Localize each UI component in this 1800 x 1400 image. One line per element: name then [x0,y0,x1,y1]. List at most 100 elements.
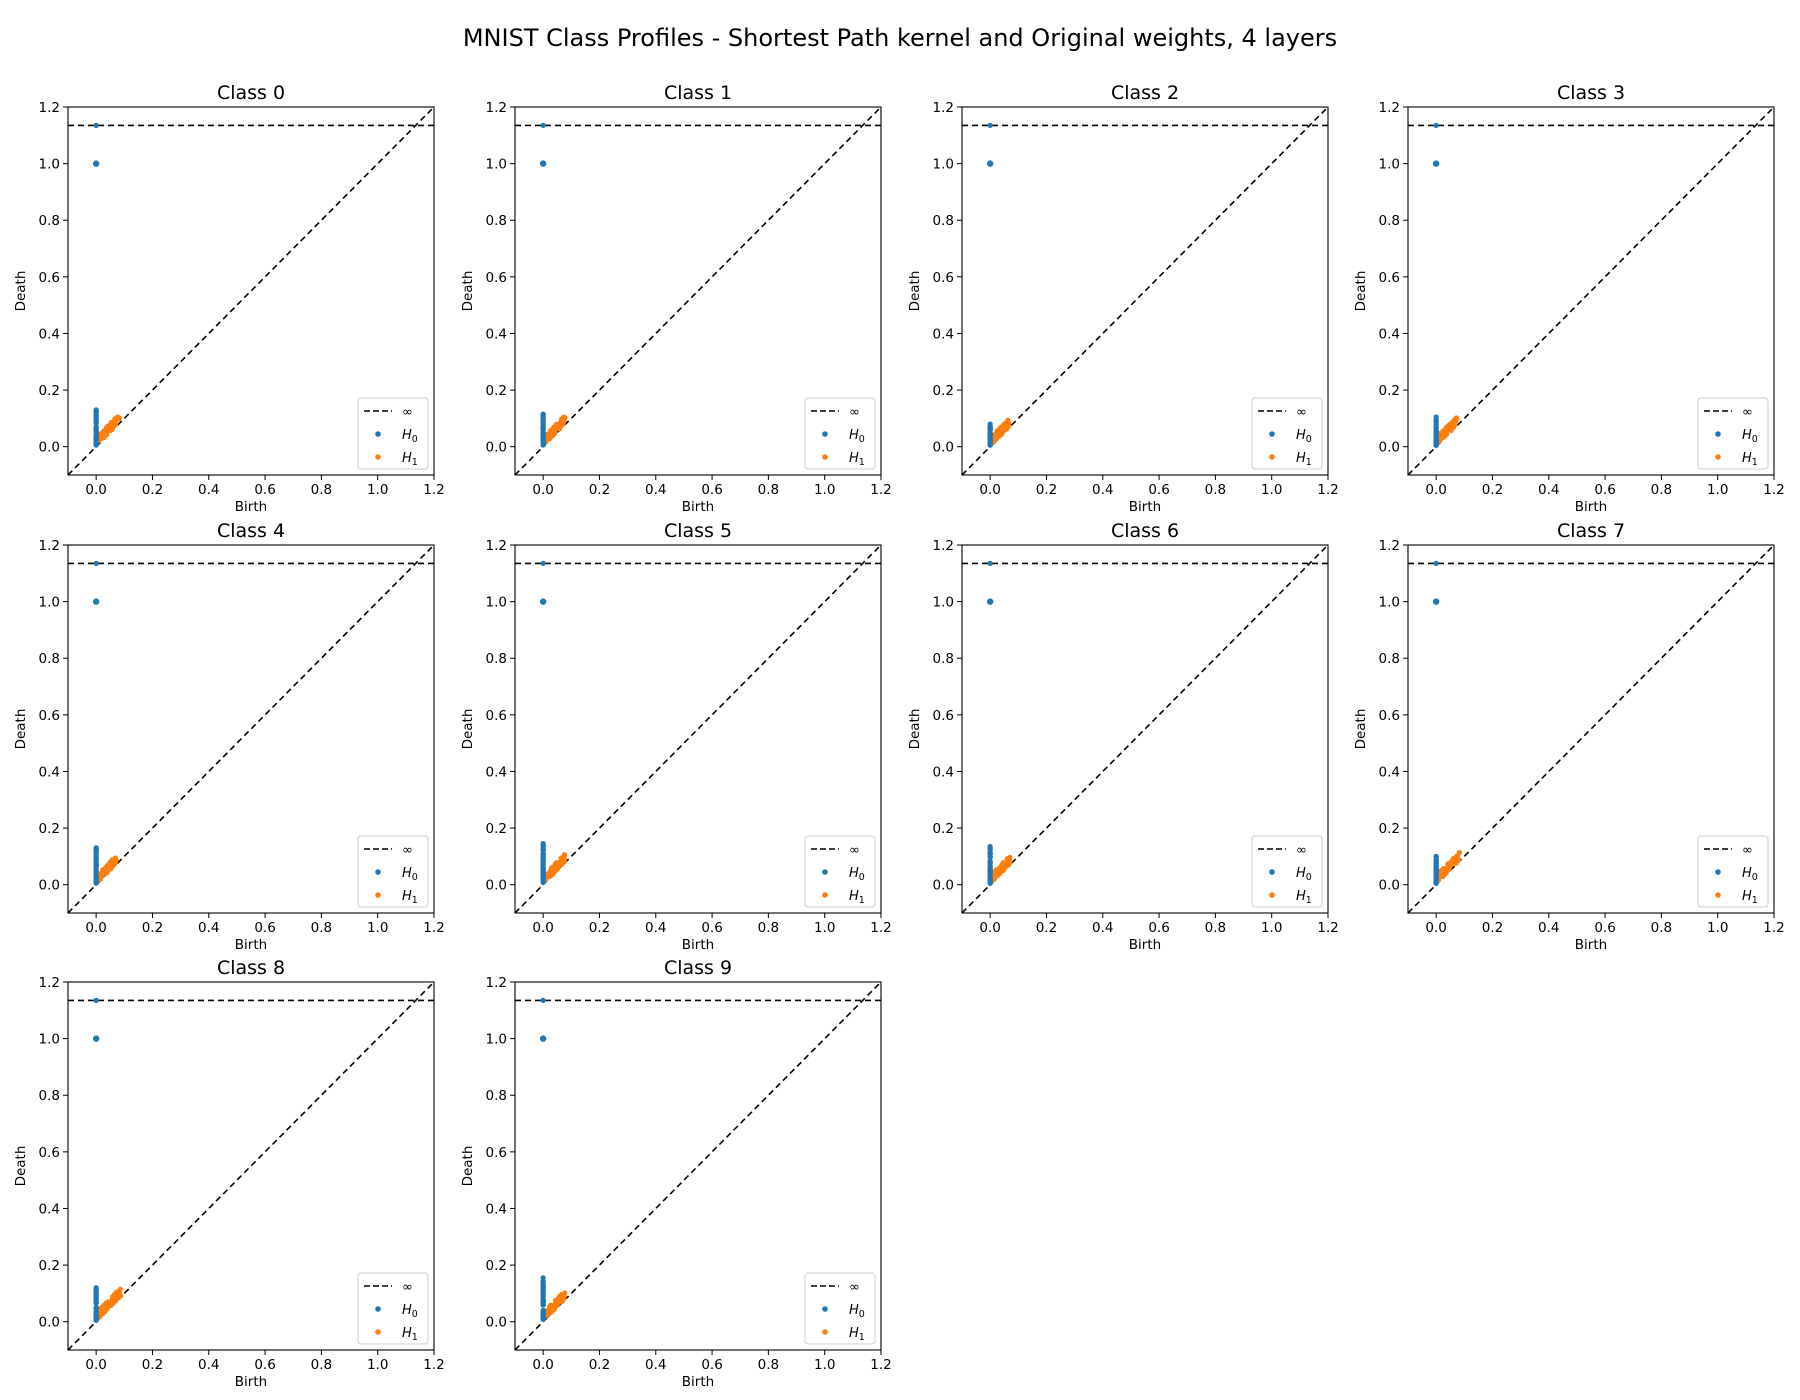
y-axis-label: Death [13,709,29,750]
legend-label: ∞ [849,843,860,858]
h0-point [93,1309,99,1315]
panel-class-6: Class 6 0.0 0.0 0.2 0.2 0.4 0.4 0.6 0.6 0.8 0.8 1.0… [907,520,1339,953]
x-tick-label: 0.0 [85,920,106,936]
h0-point [540,424,546,430]
legend-label: ∞ [849,1280,860,1295]
h0-points [539,122,547,448]
x-tick-label: 0.0 [1425,482,1446,498]
x-tick-label: 0.2 [589,920,610,936]
x-tick-label: 1.2 [870,482,891,498]
x-axis-label: Birth [1129,499,1161,515]
h1-point [116,415,123,421]
axes-frame [514,544,882,914]
panel-class-8: Class 8 0.0 0.0 0.2 0.2 0.4 0.4 0.6 0.6 0.8 0.8 1.0… [13,957,445,1390]
h0-point [540,432,546,438]
h1-point [559,1298,565,1304]
x-tick-label: 0.2 [1482,920,1503,936]
x-tick-label: 0.4 [1092,920,1113,936]
panel-class-1: Class 1 0.0 0.0 0.2 0.2 0.4 0.4 0.6 0.6 0.8 0.8 1.0… [460,82,892,515]
y-tick-label: 1.0 [1379,595,1400,611]
h1-point [1004,861,1010,868]
y-tick-label: 0.6 [39,270,60,286]
h1-point [553,421,559,428]
x-tick-label: 0.6 [1148,920,1169,936]
panel-title: Class 7 [1557,520,1625,542]
y-tick-label: 0.2 [933,383,954,399]
y-tick-label: 0.6 [1379,708,1400,724]
h0-point [987,438,993,444]
h1-point [112,1291,118,1297]
axes-frame [1407,106,1775,476]
y-tick-label: 0.8 [486,651,507,667]
h0-point [540,847,546,853]
panel-title: Class 6 [1111,520,1179,542]
x-tick-label: 0.8 [311,1357,332,1373]
y-axis-label: Death [460,271,476,312]
y-axis-label: Death [1353,271,1369,312]
y-tick-label: 0.0 [1379,440,1400,456]
y-tick-label: 0.4 [933,764,954,780]
y-axis-label: Death [907,709,923,750]
diagonal-line [962,107,1328,475]
h0-point [540,1311,546,1317]
panel-title: Class 5 [664,520,732,542]
x-tick-label: 0.2 [1036,920,1057,936]
x-tick-label: 0.0 [85,1357,106,1373]
x-tick-label: 0.2 [142,482,163,498]
y-tick-label: 0.6 [1379,270,1400,286]
legend-box [357,1272,429,1345]
h0-point-infinite [1433,122,1439,128]
x-tick-label: 0.6 [701,1357,722,1373]
h1-point [997,870,1003,876]
x-tick-label: 1.0 [1707,482,1728,498]
h0-point [93,857,99,864]
y-tick-label: 0.4 [39,1201,60,1217]
h1-point [102,1309,108,1315]
y-axis-label: Death [907,271,923,312]
y-tick-label: 0.8 [933,651,954,667]
h0-point [540,1296,546,1302]
h1-point [112,416,118,422]
x-tick-label: 0.4 [1538,920,1559,936]
panel-title: Class 3 [1557,82,1625,104]
x-tick-label: 0.8 [1205,482,1226,498]
diagonal-line [68,107,434,475]
h1-point [1006,856,1012,862]
h0-points [92,122,100,448]
h0-point-infinite [987,122,993,128]
h0-point [93,1317,99,1323]
axes-frame [961,544,1329,914]
x-tick-label: 0.6 [1594,920,1615,936]
legend-marker-h0 [1715,431,1721,437]
legend-box [1697,397,1769,470]
x-tick-label: 0.0 [532,1357,553,1373]
y-tick-label: 0.2 [486,821,507,837]
h0-point [93,419,99,425]
x-tick-label: 0.6 [701,920,722,936]
legend-marker-h0 [822,1306,828,1312]
h1-point [551,429,558,435]
h0-point-death-1 [539,160,547,167]
h0-point [93,845,99,851]
x-tick-label: 0.4 [645,1357,666,1373]
h0-point-death-1 [539,598,547,605]
x-tick-label: 1.0 [1261,920,1282,936]
x-tick-label: 0.0 [85,482,106,498]
y-tick-label: 1.2 [1379,538,1400,554]
h1-point [102,1305,108,1311]
h0-point [987,843,993,850]
legend-marker-h0 [1269,869,1275,875]
legend-marker-h0 [822,869,828,875]
y-tick-label: 1.0 [1379,157,1400,173]
y-tick-label: 0.8 [933,213,954,229]
y-tick-label: 1.0 [39,157,60,173]
x-tick-label: 1.2 [1763,920,1784,936]
diagonal-line [515,545,881,913]
h1-point [107,859,113,865]
h1-point [561,853,567,860]
y-tick-label: 0.6 [39,708,60,724]
